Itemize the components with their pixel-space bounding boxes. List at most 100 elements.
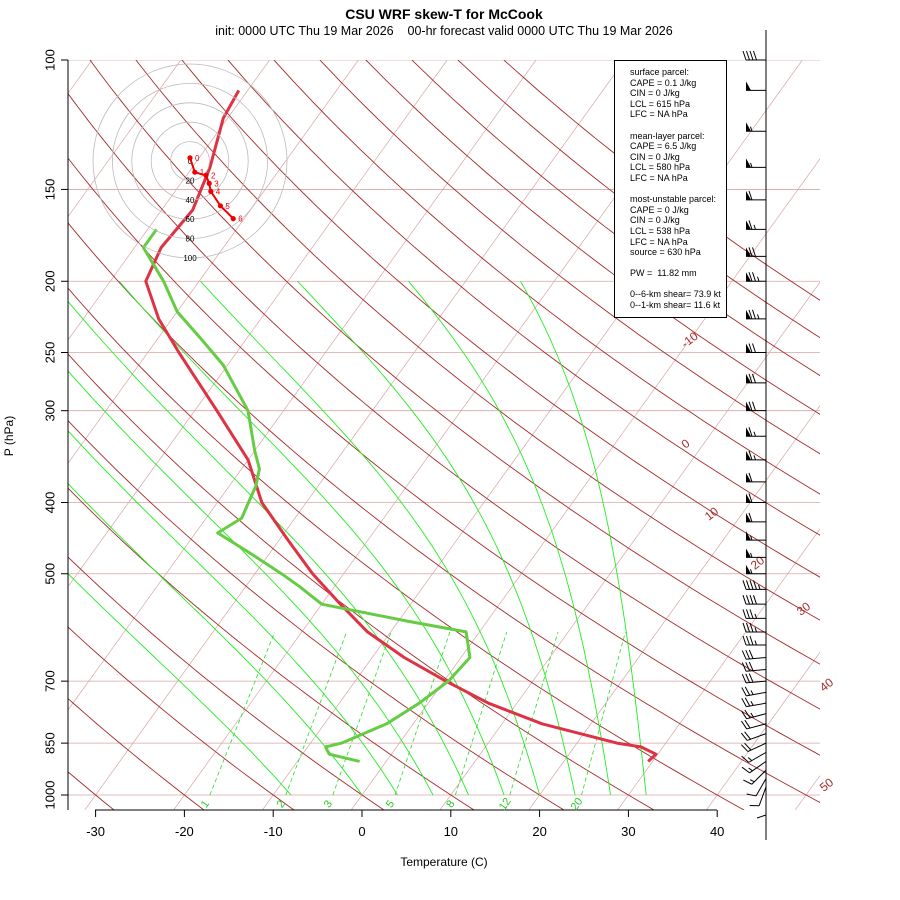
wind-barb bbox=[743, 769, 767, 785]
moist-adiabat-line bbox=[68, 300, 470, 796]
moist-adiabat-line bbox=[408, 281, 612, 796]
y-tick-label: 400 bbox=[42, 492, 57, 514]
dry-adiabat-line bbox=[89, 60, 820, 665]
wind-barb bbox=[741, 649, 767, 660]
moist-adiabat-line bbox=[68, 430, 398, 796]
dry-adiabat-line bbox=[181, 60, 820, 578]
hodograph-ring-label: 100 bbox=[183, 254, 197, 263]
info-line: LCL = 580 hPa bbox=[630, 162, 690, 173]
hodograph-point-label: 2 bbox=[211, 171, 216, 180]
mixing-ratio-line bbox=[509, 631, 559, 796]
y-tick-label: 850 bbox=[42, 732, 57, 754]
wind-barb bbox=[746, 81, 766, 91]
sounding-profiles bbox=[141, 89, 658, 763]
isotherm-line bbox=[705, 651, 820, 810]
wind-barb bbox=[741, 686, 767, 697]
wind-barb bbox=[741, 719, 767, 730]
wind-barb bbox=[746, 343, 766, 353]
info-line: mean-layer parcel: bbox=[630, 130, 705, 141]
wind-barb bbox=[742, 595, 766, 605]
mixing-ratio-label: 5 bbox=[384, 798, 397, 810]
mixing-ratio-line bbox=[332, 631, 392, 796]
wind-barb bbox=[741, 697, 767, 708]
mixing-ratio-label: 20 bbox=[569, 796, 586, 813]
info-line: LCL = 538 hPa bbox=[630, 225, 690, 236]
isotherm-line bbox=[884, 60, 900, 811]
dry-adiabat-label: 50 bbox=[817, 775, 836, 794]
wind-barb bbox=[746, 190, 766, 201]
wind-barb bbox=[749, 786, 767, 807]
moist-adiabat-line bbox=[68, 572, 292, 796]
info-line: LFC = NA hPa bbox=[630, 172, 688, 183]
y-tick-label: 700 bbox=[42, 670, 57, 692]
hodograph-point bbox=[203, 172, 209, 178]
x-tick-label: -30 bbox=[86, 824, 105, 839]
info-line: CAPE = 6.5 J/kg bbox=[630, 141, 697, 152]
wind-barb bbox=[740, 731, 767, 741]
wind-barb bbox=[746, 122, 766, 132]
wind-barb bbox=[740, 742, 767, 753]
mixing-ratio-label: 12 bbox=[497, 796, 514, 813]
wind-barb bbox=[746, 373, 766, 384]
dry-adiabat-line bbox=[68, 487, 475, 810]
dry-adiabat-line bbox=[68, 287, 745, 810]
mixing-ratio-label: 2 bbox=[275, 798, 288, 810]
info-shear-0-6: 0--6-km shear= 73.9 kt bbox=[630, 289, 721, 300]
hodograph-point-label: 3 bbox=[214, 179, 219, 188]
wind-barb bbox=[746, 427, 766, 437]
wind-barb bbox=[742, 580, 766, 590]
dry-adiabat-label: 0 bbox=[679, 436, 693, 451]
y-tick-label: 200 bbox=[42, 270, 57, 292]
wind-barb bbox=[746, 247, 766, 257]
mixing-ratio-line bbox=[394, 631, 451, 796]
hodograph-point bbox=[217, 203, 223, 209]
info-line: LFC = NA hPa bbox=[630, 109, 688, 120]
wind-barb bbox=[746, 778, 767, 797]
hodograph-point-label: 5 bbox=[225, 202, 230, 211]
y-tick-label: 1000 bbox=[42, 781, 57, 810]
wind-barb bbox=[746, 548, 766, 558]
wind-barb bbox=[746, 493, 766, 504]
dry-adiabat-line bbox=[68, 626, 295, 810]
y-axis-label: P (hPa) bbox=[2, 416, 16, 456]
hodograph-point-label: 4 bbox=[216, 187, 221, 196]
isotherm-line bbox=[68, 60, 270, 341]
isotherm-line bbox=[68, 60, 448, 588]
isotherm-line bbox=[68, 60, 182, 218]
y-tick-label: 500 bbox=[42, 563, 57, 585]
parcel-info-box: surface parcel: CAPE = 0.1 J/kg CIN = 0 … bbox=[614, 60, 727, 318]
temperature-line bbox=[144, 89, 658, 763]
info-line: CIN = 0 J/kg bbox=[630, 151, 680, 162]
isotherm-line bbox=[528, 404, 820, 810]
x-tick-label: 20 bbox=[532, 824, 546, 839]
wind-barb bbox=[741, 661, 767, 672]
chart-subtitle: init: 0000 UTC Thu 19 Mar 2026 00-hr for… bbox=[215, 24, 673, 38]
wind-barb bbox=[756, 795, 767, 819]
wind-barb bbox=[746, 564, 766, 575]
x-tick-label: -20 bbox=[175, 824, 194, 839]
mixing-ratio-line bbox=[209, 631, 276, 796]
dry-adiabat-line bbox=[68, 419, 565, 810]
info-line: CAPE = 0 J/kg bbox=[630, 204, 689, 215]
hodograph-ring-label: 20 bbox=[186, 176, 195, 185]
wind-barb bbox=[741, 760, 767, 774]
moist-adiabat-line bbox=[520, 281, 647, 796]
dry-adiabat-label: 40 bbox=[817, 675, 836, 694]
isotherm-line bbox=[68, 60, 537, 711]
wind-barb bbox=[741, 673, 767, 684]
moist-adiabat-line bbox=[297, 280, 576, 796]
dry-adiabat-line bbox=[365, 60, 820, 415]
wind-barb bbox=[742, 622, 766, 633]
y-tick-label: 100 bbox=[42, 49, 57, 71]
dry-adiabat-line bbox=[68, 771, 115, 810]
x-tick-label: 30 bbox=[621, 824, 635, 839]
mixing-ratio-line bbox=[581, 631, 626, 796]
wind-barb bbox=[742, 635, 766, 646]
y-tick-label: 250 bbox=[42, 342, 57, 364]
hodograph-point bbox=[187, 155, 193, 161]
hodograph-ring-label: 80 bbox=[186, 235, 195, 244]
isotherm-line bbox=[617, 528, 820, 810]
